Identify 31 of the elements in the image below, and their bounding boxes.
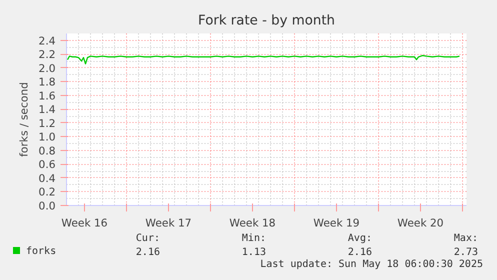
x-tick-label: Week 16 [61,216,108,230]
x-tick-label: Week 20 [397,216,444,230]
y-tick-label: 0.6 [38,158,56,172]
y-tick-label: 1.0 [38,130,56,144]
y-tick-label: 1.8 [38,76,56,89]
y-tick-label: 2.4 [38,34,56,48]
line-series [66,54,460,64]
y-tick-label: 2.2 [38,48,56,62]
text: Min: [242,233,266,244]
chart-title: Fork rate - by month [198,14,335,28]
y-tick-label: 0.0 [38,200,56,212]
y-axis-title: forks / second [18,82,31,157]
y-tick-label: 0.4 [38,172,56,185]
legend-label: forks [25,245,56,259]
text: Avg: [348,233,372,244]
y-tick-label: 1.4 [38,103,56,116]
text: 2.16 [348,247,372,258]
y-tick-label: 2.0 [38,62,56,75]
x-tick-label: Week 18 [229,216,276,230]
text: Cur: [136,233,160,244]
text: 2.16 [136,247,160,258]
text: Last update: Sun May 18 06:00:30 2025 [260,258,483,272]
text: 2.73 [454,247,478,258]
y-tick-label: 0.8 [38,144,56,158]
text: Max: [454,233,478,244]
x-tick-label: Week 19 [313,216,360,230]
y-tick-label: 1.2 [38,116,56,130]
y-tick-label: 1.6 [38,89,56,102]
text: 1.13 [242,247,266,258]
x-tick-label: Week 17 [145,216,192,230]
y-tick-label: 0.2 [38,186,56,199]
